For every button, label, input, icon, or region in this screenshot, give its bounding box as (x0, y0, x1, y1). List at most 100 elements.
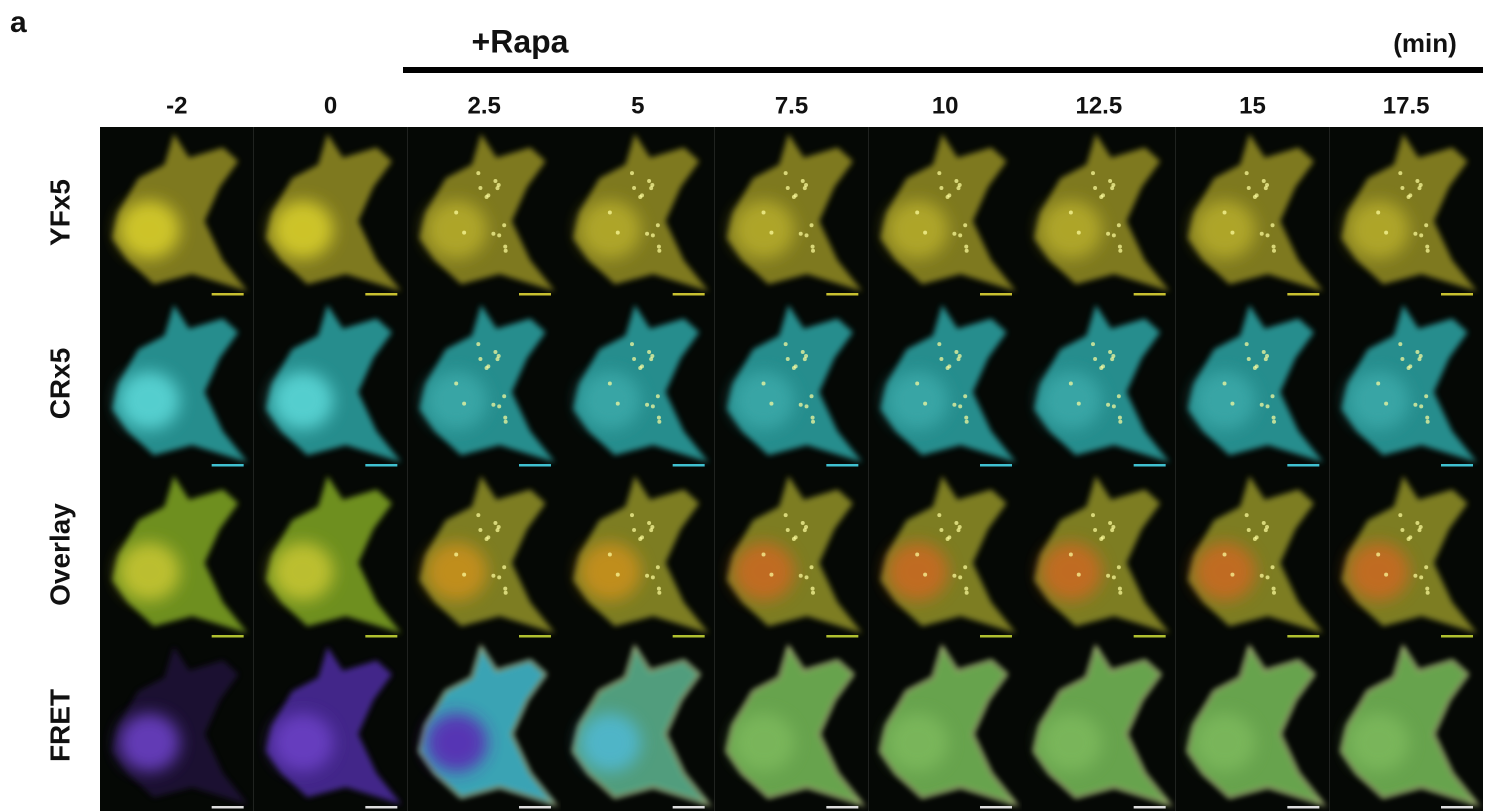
nucleus (887, 543, 948, 601)
puncta (1118, 245, 1122, 249)
puncta (939, 528, 943, 532)
puncta (656, 394, 660, 398)
nucleus (118, 714, 179, 772)
scale-bar (365, 635, 397, 638)
puncta (1419, 575, 1423, 579)
nucleus (1348, 201, 1409, 259)
puncta (915, 382, 919, 386)
puncta (1106, 403, 1110, 407)
scale-bar (1287, 464, 1319, 467)
puncta (939, 357, 943, 361)
puncta (485, 366, 489, 370)
puncta (616, 402, 620, 406)
puncta (964, 245, 968, 249)
nucleus (733, 714, 794, 772)
puncta (1118, 416, 1122, 420)
puncta (632, 357, 636, 361)
micrograph (100, 127, 254, 298)
nucleus (1194, 543, 1255, 601)
puncta (1424, 394, 1428, 398)
micrograph (407, 298, 561, 469)
puncta (502, 565, 506, 569)
micrograph (1176, 127, 1330, 298)
micrograph (561, 127, 715, 298)
puncta (1099, 537, 1103, 541)
puncta (964, 587, 968, 591)
nucleus (579, 201, 640, 259)
scale-bar (212, 293, 244, 296)
puncta (650, 525, 654, 529)
time-label: 2.5 (467, 92, 500, 119)
unit-label: (min) (1393, 28, 1457, 58)
nucleus (733, 543, 794, 601)
nucleus (1194, 201, 1255, 259)
puncta (801, 179, 805, 183)
puncta (762, 553, 766, 557)
micrograph (868, 640, 1022, 811)
puncta (651, 575, 655, 579)
scale-bar (1441, 464, 1473, 467)
nucleus (1040, 201, 1101, 259)
micrograph (1022, 469, 1176, 640)
puncta (786, 528, 790, 532)
row-label: FRET (44, 689, 75, 762)
puncta (1247, 357, 1251, 361)
puncta (504, 420, 508, 424)
puncta (799, 403, 803, 407)
row-label: Overlay (44, 503, 75, 606)
puncta (1117, 223, 1121, 227)
puncta (1260, 403, 1264, 407)
puncta (937, 342, 941, 346)
scale-bar (826, 464, 858, 467)
time-label: 17.5 (1383, 92, 1430, 119)
puncta (1415, 350, 1419, 354)
puncta (958, 183, 962, 187)
puncta (491, 232, 495, 236)
time-label: -2 (166, 92, 187, 119)
puncta (952, 574, 956, 578)
puncta (497, 354, 501, 358)
scale-bar (519, 293, 551, 296)
micrograph (1022, 298, 1176, 469)
puncta (485, 537, 489, 541)
puncta (811, 591, 815, 595)
puncta (1247, 528, 1251, 532)
micrograph (868, 127, 1022, 298)
puncta (476, 513, 480, 517)
puncta (946, 366, 950, 370)
puncta (762, 211, 766, 215)
row-label: YFx5 (44, 179, 75, 246)
puncta (650, 354, 654, 358)
puncta (462, 231, 466, 235)
puncta (1223, 211, 1227, 215)
puncta (1230, 402, 1234, 406)
puncta (1271, 223, 1275, 227)
puncta (965, 420, 969, 424)
puncta (923, 231, 927, 235)
puncta (657, 245, 661, 249)
puncta (1265, 183, 1269, 187)
puncta (1112, 404, 1116, 408)
nucleus (887, 201, 948, 259)
puncta (497, 575, 501, 579)
nucleus (1194, 714, 1255, 772)
puncta (647, 179, 651, 183)
puncta (1253, 366, 1257, 370)
puncta (1223, 382, 1227, 386)
scale-bar (1441, 806, 1473, 809)
puncta (958, 575, 962, 579)
puncta (502, 223, 506, 227)
puncta (1413, 232, 1417, 236)
puncta (954, 179, 958, 183)
scale-bar (826, 806, 858, 809)
puncta (963, 394, 967, 398)
puncta (1099, 366, 1103, 370)
micrograph (407, 469, 561, 640)
nucleus (426, 372, 487, 430)
puncta (1272, 249, 1276, 253)
puncta (769, 573, 773, 577)
scale-bar (1134, 806, 1166, 809)
puncta (805, 575, 809, 579)
puncta (1419, 354, 1423, 358)
nucleus (1348, 372, 1409, 430)
